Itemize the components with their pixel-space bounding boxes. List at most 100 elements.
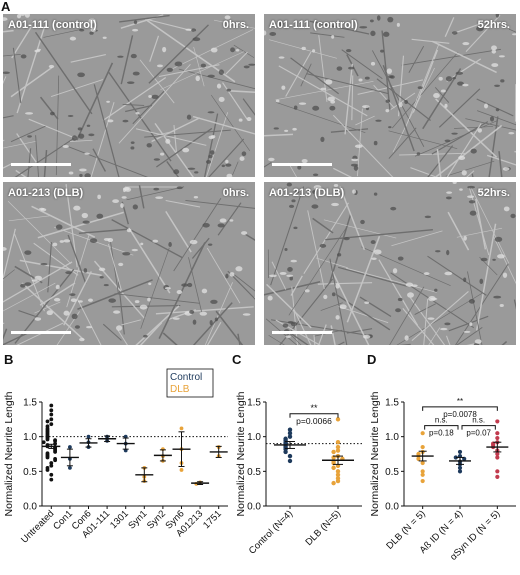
significance-stars: n.s. — [472, 416, 485, 425]
neurite-fiber — [477, 99, 514, 116]
significance-p-value: p=0.18 — [429, 429, 454, 438]
data-point — [283, 450, 287, 454]
neurite-fiber — [409, 46, 424, 73]
cell-body — [135, 300, 140, 303]
neurite-fiber — [3, 76, 6, 170]
cell-body — [35, 317, 42, 321]
cell-body — [388, 75, 393, 78]
y-tick-label: 0.5 — [247, 467, 261, 478]
cell-texture — [3, 182, 255, 345]
neurite-fiber — [109, 72, 171, 161]
cell-body — [352, 189, 356, 193]
neurite-fiber — [332, 271, 371, 345]
cell-body — [68, 115, 74, 117]
neurite-fiber — [121, 35, 132, 84]
data-point — [49, 417, 53, 421]
neurite-fiber — [34, 243, 78, 275]
cell-body — [56, 224, 63, 229]
cell-body — [359, 26, 367, 28]
neurite-fiber — [254, 297, 255, 337]
y-axis-label: Normalized Neurite Length — [3, 391, 15, 516]
y-axis-label: Normalized Neurite Length — [369, 391, 381, 516]
cell-body — [499, 55, 505, 57]
cell-body — [269, 32, 276, 36]
data-point — [421, 479, 425, 483]
cell-body — [34, 276, 42, 281]
neurite-fiber — [12, 26, 32, 58]
x-tick-label: Control (N=4) — [247, 508, 295, 556]
neurite-fiber — [193, 117, 255, 140]
cell-body — [84, 268, 88, 273]
cell-body — [496, 108, 500, 111]
neurite-fiber — [412, 291, 469, 340]
cell-body — [445, 139, 451, 142]
cell-body — [388, 126, 391, 128]
micrograph-label: A01-111 (control) — [269, 19, 358, 31]
cell-body — [459, 188, 463, 190]
cell-body — [53, 243, 58, 247]
cell-body — [469, 299, 475, 304]
x-tick-label: 1751 — [201, 508, 224, 531]
neurite-fiber — [264, 162, 272, 177]
cell-body — [88, 133, 94, 136]
cell-body — [276, 100, 280, 103]
cell-body — [217, 84, 221, 89]
cell-body — [154, 158, 160, 161]
cell-body — [439, 77, 443, 81]
cell-body — [299, 102, 306, 104]
cell-body — [210, 320, 213, 325]
cell-body — [500, 304, 504, 307]
cell-body — [226, 174, 232, 177]
cell-body — [374, 249, 382, 254]
cell-body — [225, 164, 231, 167]
micrograph-dlb-0h: A01-213 (DLB) 0hrs. — [3, 182, 255, 345]
data-point — [53, 458, 57, 462]
cell-body — [446, 76, 452, 81]
neurite-fiber — [56, 76, 58, 175]
neurite-fiber — [41, 97, 58, 119]
neurite-fiber — [264, 134, 293, 137]
significance-stars: ** — [310, 403, 318, 413]
neurite-fiber — [234, 274, 255, 329]
cell-body — [24, 250, 31, 254]
cell-body — [283, 324, 289, 328]
cell-body — [440, 328, 447, 330]
cell-body — [79, 174, 82, 177]
cell-body — [313, 174, 318, 177]
cell-body — [268, 158, 274, 161]
neurite-fiber — [338, 306, 388, 322]
data-point — [46, 456, 50, 460]
data-point — [53, 442, 57, 446]
cell-body — [464, 331, 471, 333]
scale-bar — [272, 331, 332, 334]
cell-body — [107, 119, 113, 122]
cell-texture — [264, 14, 516, 177]
neurite-fiber — [71, 55, 106, 63]
neurite-fiber — [342, 50, 383, 79]
cell-body — [69, 293, 75, 296]
micrograph-label: A01-111 (control) — [8, 19, 97, 31]
data-point — [495, 469, 499, 473]
cell-body — [244, 65, 250, 68]
cell-body — [123, 120, 129, 123]
cell-body — [215, 317, 218, 321]
cell-body — [104, 238, 110, 241]
y-tick-label: 1.0 — [385, 432, 399, 443]
cell-body — [360, 220, 365, 224]
cell-body — [175, 62, 183, 67]
y-tick-label: 0.5 — [23, 467, 37, 478]
cell-body — [446, 196, 452, 199]
cell-body — [355, 145, 363, 149]
cell-body — [54, 298, 60, 302]
cell-body — [50, 112, 55, 116]
cell-body — [311, 204, 318, 208]
neurite-fiber — [245, 234, 255, 265]
neurite-fiber — [167, 161, 184, 177]
cell-body — [182, 148, 189, 153]
cell-body — [72, 135, 77, 140]
cell-body — [405, 335, 409, 340]
cell-body — [3, 247, 7, 251]
cell-body — [325, 79, 332, 84]
cell-body — [187, 115, 191, 120]
